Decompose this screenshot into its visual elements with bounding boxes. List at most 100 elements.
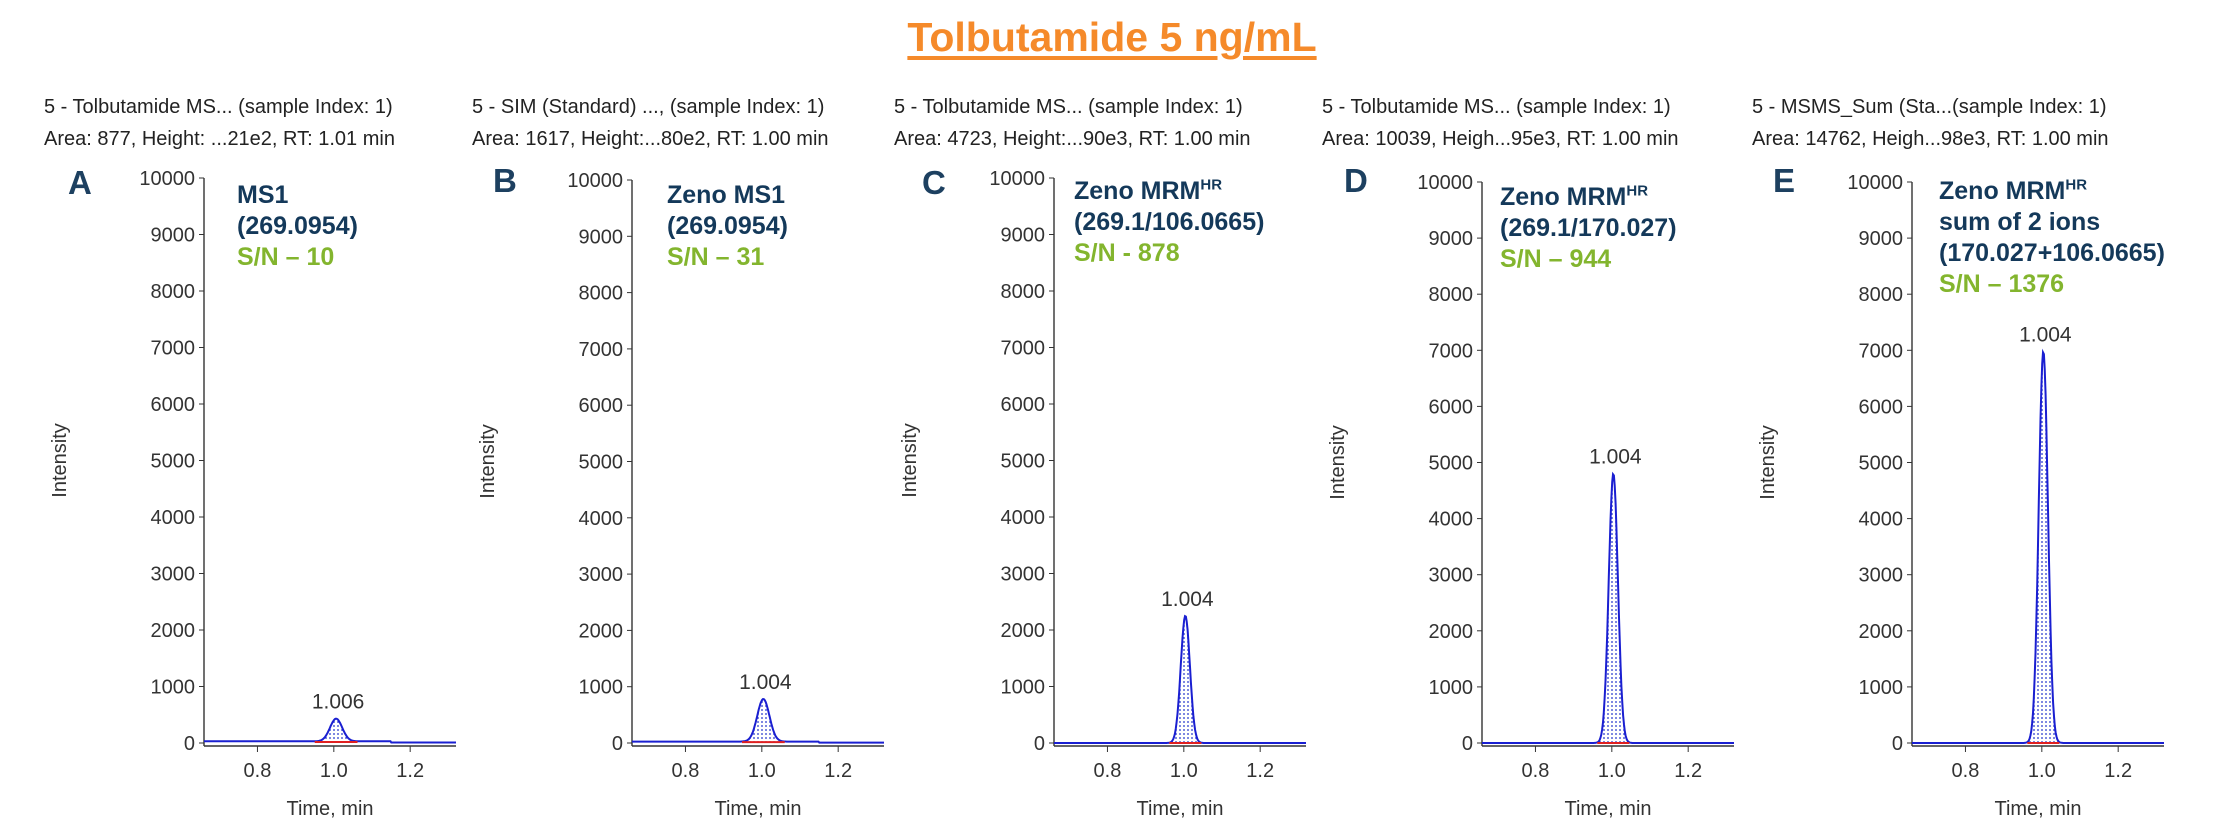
y-tick-label: 10000 <box>1417 172 1473 194</box>
y-tick-label: 0 <box>1892 733 1903 755</box>
y-axis-title: Intensity <box>1327 425 1349 499</box>
y-tick-label: 4000 <box>1001 507 1046 529</box>
ion-name: Zeno MRM <box>1074 177 1201 205</box>
ion-annotation: Zeno MS1 (269.0954) S/N – 31 <box>667 180 788 273</box>
y-tick-label: 10000 <box>139 168 195 190</box>
ion-mass: (269.1/106.0665) <box>1074 208 1265 236</box>
ion-annotation: Zeno MRMHR sum of 2 ions (170.027+106.06… <box>1939 176 2165 300</box>
y-tick-label: 6000 <box>1429 396 1474 418</box>
y-tick-label: 8000 <box>151 281 196 303</box>
x-axis-title: Time, min <box>714 798 801 820</box>
ion-superscript: HR <box>1626 182 1649 200</box>
y-tick-label: 6000 <box>1001 394 1046 416</box>
y-tick-label: 2000 <box>1429 621 1474 643</box>
y-tick-label: 1000 <box>1429 677 1474 699</box>
y-tick-label: 8000 <box>1001 281 1046 303</box>
y-tick-label: 3000 <box>1001 564 1046 586</box>
x-tick-label: 0.8 <box>1094 760 1122 782</box>
y-tick-label: 5000 <box>1429 453 1474 475</box>
signal-to-noise: S/N – 1376 <box>1939 270 2065 298</box>
peak-label: 1.004 <box>739 671 792 694</box>
signal-to-noise: S/N – 944 <box>1500 245 1612 273</box>
x-tick-label: 1.0 <box>1170 760 1198 782</box>
y-tick-label: 5000 <box>579 452 624 474</box>
y-tick-label: 9000 <box>1859 228 1904 250</box>
peak-label: 1.004 <box>2019 323 2072 346</box>
y-tick-label: 0 <box>1462 733 1473 755</box>
peak-area <box>2027 352 2059 743</box>
trace-line <box>1482 471 1734 744</box>
x-tick-label: 1.0 <box>1598 760 1626 782</box>
y-tick-label: 2000 <box>1001 620 1046 642</box>
y-tick-label: 2000 <box>1859 621 1904 643</box>
x-tick-label: 1.0 <box>748 760 776 782</box>
peak-area <box>1597 474 1629 743</box>
sample-header: 5 - Tolbutamide MS... (sample Index: 1) <box>1322 96 1671 118</box>
x-tick-label: 1.2 <box>1246 760 1274 782</box>
y-tick-label: 9000 <box>1429 228 1474 250</box>
panel-a: 5 - Tolbutamide MS... (sample Index: 1) … <box>44 0 474 822</box>
y-tick-label: 4000 <box>1859 509 1904 531</box>
trace-line <box>204 717 456 744</box>
panel-e: 5 - MSMS_Sum (Sta...(sample Index: 1) Ar… <box>1752 0 2182 822</box>
ion-name: Zeno MRM <box>1939 177 2066 205</box>
trace-line <box>1054 614 1306 744</box>
chromatogram-c: 0 1000 2000 3000 4000 5000 6000 7000 8000 9000 100… <box>899 168 1306 820</box>
sample-header: 5 - MSMS_Sum (Sta...(sample Index: 1) <box>1752 96 2107 118</box>
y-tick-label: 5000 <box>151 451 196 473</box>
y-tick-label: 4000 <box>579 508 624 530</box>
peak-area <box>742 699 784 743</box>
ion-name: MS1 <box>237 181 289 209</box>
chromatogram-a: 0 1000 2000 3000 4000 5000 6000 7000 8000 9000 100… <box>49 168 456 820</box>
y-tick-label: 9000 <box>579 226 624 248</box>
y-tick-label: 6000 <box>1859 396 1904 418</box>
panel-letter: B <box>493 162 517 199</box>
panel-letter: E <box>1773 162 1796 199</box>
ion-name: Zeno MRM <box>1500 183 1627 211</box>
x-tick-label: 0.8 <box>1522 760 1550 782</box>
sample-header: 5 - Tolbutamide MS... (sample Index: 1) <box>44 96 393 118</box>
y-axis-title: Intensity <box>49 423 71 497</box>
peak-area <box>1169 616 1201 743</box>
y-tick-label: 6000 <box>151 394 196 416</box>
y-tick-label: 7000 <box>579 339 624 361</box>
y-tick-label: 5000 <box>1859 453 1904 475</box>
peak-summary: Area: 4723, Height:...90e3, RT: 1.00 min <box>894 128 1251 150</box>
y-tick-label: 8000 <box>579 283 624 305</box>
y-tick-label: 5000 <box>1001 451 1046 473</box>
y-tick-label: 4000 <box>1429 509 1474 531</box>
ion-annotation: Zeno MRMHR (269.1/170.027) S/N – 944 <box>1500 182 1677 275</box>
chromatogram-b: 0 1000 2000 3000 4000 5000 6000 7000 8000 9000 100… <box>477 170 884 820</box>
y-tick-label: 2000 <box>151 620 196 642</box>
ion-mass: (269.0954) <box>237 212 358 240</box>
sample-header: 5 - Tolbutamide MS... (sample Index: 1) <box>894 96 1243 118</box>
x-axis-title: Time, min <box>1136 798 1223 820</box>
x-tick-label: 1.0 <box>320 760 348 782</box>
y-tick-label: 1000 <box>151 677 196 699</box>
y-axis-title: Intensity <box>477 424 499 498</box>
y-tick-label: 3000 <box>1859 565 1904 587</box>
y-tick-label: 1000 <box>579 677 624 699</box>
x-tick-label: 1.0 <box>2028 760 2056 782</box>
x-axis-title: Time, min <box>1994 798 2081 820</box>
signal-to-noise: S/N – 31 <box>667 243 765 271</box>
chromatogram-d: 0 1000 2000 3000 4000 5000 6000 7000 8000 9000 100… <box>1327 172 1734 820</box>
sample-header: 5 - SIM (Standard) ..., (sample Index: 1… <box>472 96 825 118</box>
ion-mass: (269.1/170.027) <box>1500 214 1677 242</box>
x-tick-label: 1.2 <box>2104 760 2132 782</box>
panel-d: 5 - Tolbutamide MS... (sample Index: 1) … <box>1322 0 1752 822</box>
panel-b: 5 - SIM (Standard) ..., (sample Index: 1… <box>472 0 902 822</box>
ion-superscript: HR <box>2065 176 2088 194</box>
ion-superscript: HR <box>1200 176 1223 194</box>
peak-label: 1.006 <box>312 691 365 714</box>
main-title: Tolbutamide 5 ng/mL <box>907 14 1317 60</box>
y-tick-label: 8000 <box>1859 284 1904 306</box>
y-tick-label: 10000 <box>1847 172 1903 194</box>
x-axis-title: Time, min <box>1564 798 1651 820</box>
ion-mass-detail: (170.027+106.0665) <box>1939 239 2165 267</box>
y-tick-label: 6000 <box>579 395 624 417</box>
trace-line <box>632 698 884 744</box>
panel-letter: A <box>68 164 92 201</box>
y-axis-title: Intensity <box>899 423 921 497</box>
trace-line <box>1912 348 2164 744</box>
